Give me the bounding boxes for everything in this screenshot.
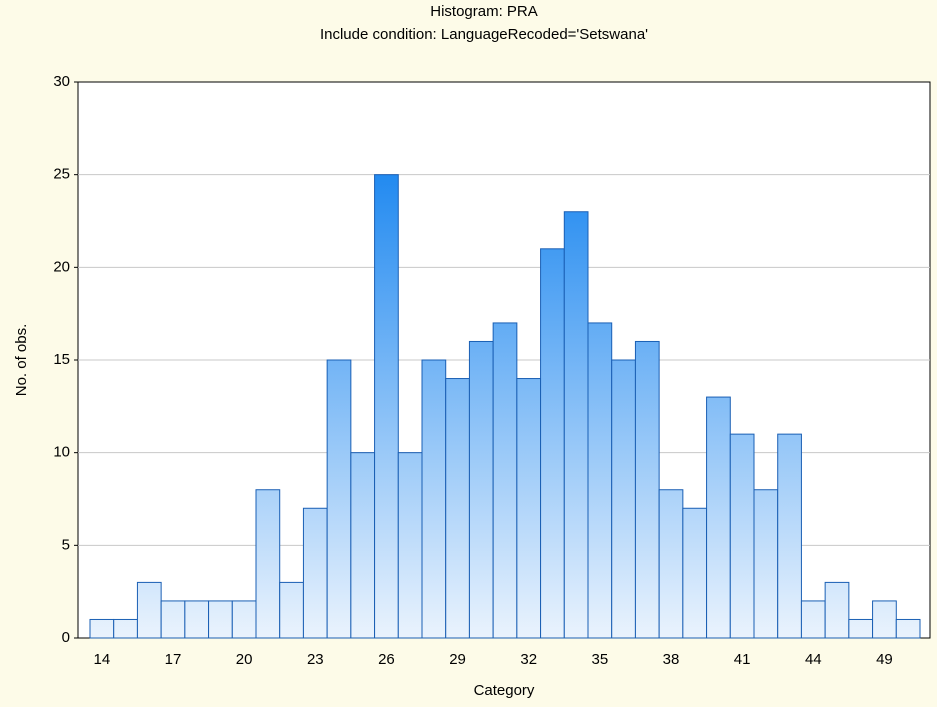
x-axis-label: Category bbox=[474, 682, 535, 699]
bar bbox=[255, 489, 281, 639]
bar bbox=[634, 340, 660, 639]
x-tick-label: 14 bbox=[94, 651, 111, 668]
bar bbox=[326, 359, 352, 639]
y-axis-label: No. of obs. bbox=[13, 324, 30, 397]
chart-subtitle: Include condition: LanguageRecoded='Sets… bbox=[320, 26, 648, 43]
bar bbox=[421, 359, 447, 639]
bar bbox=[136, 581, 162, 639]
bar bbox=[777, 433, 802, 639]
bar bbox=[658, 489, 684, 639]
x-tick-label: 35 bbox=[592, 651, 609, 668]
bar bbox=[113, 618, 138, 639]
x-tick-label: 38 bbox=[663, 651, 680, 668]
bar bbox=[184, 600, 210, 639]
y-tick-label: 30 bbox=[53, 73, 70, 90]
bar bbox=[350, 452, 376, 639]
bar bbox=[208, 600, 233, 639]
x-tick-label: 26 bbox=[378, 651, 395, 668]
bar bbox=[682, 507, 708, 639]
bar bbox=[587, 322, 613, 639]
bar bbox=[611, 359, 636, 639]
y-tick-label: 20 bbox=[53, 258, 70, 275]
x-tick-label: 49 bbox=[876, 651, 893, 668]
bar bbox=[540, 248, 565, 639]
chart-title: Histogram: PRA bbox=[430, 3, 538, 20]
bar bbox=[824, 581, 850, 639]
bar bbox=[279, 581, 304, 639]
bar bbox=[753, 489, 779, 639]
bar bbox=[895, 618, 921, 639]
bar bbox=[848, 618, 874, 639]
bar bbox=[302, 507, 328, 639]
x-tick-label: 23 bbox=[307, 651, 324, 668]
bar bbox=[729, 433, 755, 639]
x-tick-label: 20 bbox=[236, 651, 253, 668]
bar bbox=[492, 322, 518, 639]
x-tick-label: 44 bbox=[805, 651, 822, 668]
y-tick-label: 10 bbox=[53, 444, 70, 461]
x-tick-label: 41 bbox=[734, 651, 751, 668]
bar bbox=[89, 618, 115, 639]
bar bbox=[445, 378, 470, 639]
bar bbox=[800, 600, 826, 639]
x-tick-label: 29 bbox=[449, 651, 466, 668]
y-tick-label: 25 bbox=[53, 166, 70, 183]
bar bbox=[374, 174, 399, 639]
bar bbox=[397, 452, 423, 639]
bar bbox=[160, 600, 186, 639]
y-tick-label: 5 bbox=[62, 536, 70, 553]
bar bbox=[468, 340, 494, 639]
y-tick-label: 0 bbox=[62, 629, 70, 646]
bar bbox=[563, 211, 589, 639]
bar bbox=[872, 600, 897, 639]
bar bbox=[706, 396, 731, 639]
x-tick-label: 32 bbox=[520, 651, 537, 668]
y-tick-label: 15 bbox=[53, 351, 70, 368]
bar bbox=[516, 378, 542, 639]
x-tick-label: 17 bbox=[165, 651, 182, 668]
bar bbox=[231, 600, 257, 639]
